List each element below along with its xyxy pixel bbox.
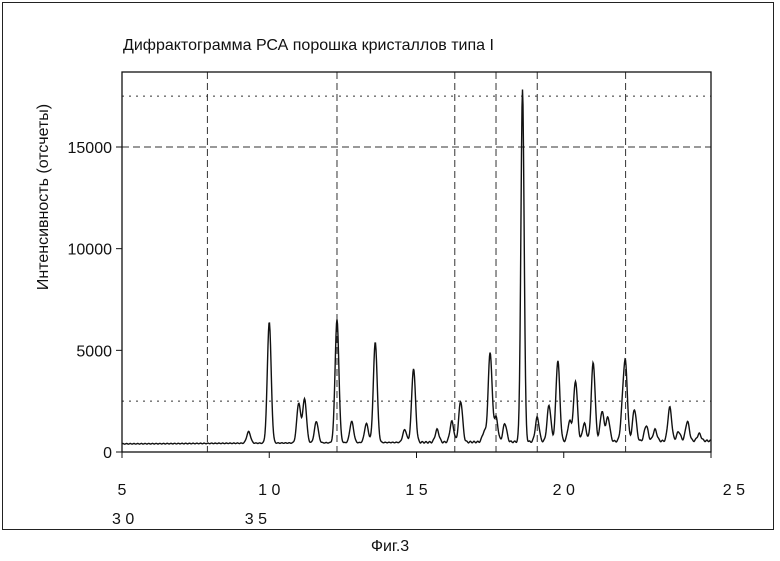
peak-point-30: [633, 408, 635, 410]
figure-caption: Фиг.3: [370, 538, 410, 555]
y-tick-label-0: 0: [103, 445, 112, 462]
grid-lines: [122, 72, 711, 452]
peak-point-16: [495, 416, 497, 418]
peak-point-24: [583, 422, 585, 424]
peak-point-13: [459, 400, 461, 402]
y-tick-label-3: 15000: [68, 140, 113, 157]
peak-point-7: [365, 422, 367, 424]
peak-point-26: [601, 410, 603, 412]
peak-point-6: [351, 420, 353, 422]
xrd-chart: Дифрактограмма РСА порошка кристаллов ти…: [35, 37, 746, 528]
peak-point-17: [504, 422, 506, 424]
peak-point-22: [568, 420, 570, 422]
plot-area-frame: [121, 71, 712, 453]
peak-point-0: [247, 430, 249, 432]
peak-point-2: [298, 402, 300, 404]
x-tick-label-1: 1 0: [258, 482, 280, 499]
chart-title: Дифрактограмма РСА порошка кристаллов ти…: [123, 37, 494, 54]
peak-point-9: [404, 428, 406, 430]
peak-point-12: [451, 420, 453, 422]
peak-point-5: [336, 319, 338, 321]
peak-point-4: [315, 420, 317, 422]
x-tick-label-0: 5: [118, 482, 127, 499]
x-tick-label-4: 2 5: [723, 482, 745, 499]
peak-point-32: [654, 428, 656, 430]
x-tick-label-row2-1: 3 5: [245, 511, 267, 528]
peak-point-14: [483, 430, 485, 432]
peak-point-18: [521, 89, 523, 91]
peak-point-35: [686, 420, 688, 422]
peak-point-8: [374, 341, 376, 343]
peak-point-15: [489, 351, 491, 353]
y-axis-label: Интенсивность (отсчеты): [35, 104, 52, 290]
peak-point-27: [607, 416, 609, 418]
peak-point-31: [645, 424, 647, 426]
x-tick-label-2: 1 5: [405, 482, 427, 499]
y-tick-label-2: 10000: [68, 242, 113, 259]
peak-point-33: [669, 406, 671, 408]
peak-point-19: [536, 416, 538, 418]
peak-point-3: [303, 398, 305, 400]
peak-point-23: [574, 380, 576, 382]
series-layer: [121, 89, 712, 445]
peak-point-1: [268, 321, 270, 323]
peak-point-34: [677, 430, 679, 432]
peak-point-28: [621, 410, 623, 412]
diffraction-trace: [121, 89, 712, 445]
peak-point-29: [624, 369, 626, 371]
x-tick-label-row2-0: 3 0: [112, 511, 134, 528]
peak-point-25: [592, 361, 594, 363]
y-tick-label-1: 5000: [76, 343, 112, 360]
peak-point-20: [548, 404, 550, 406]
peak-point-21: [557, 359, 559, 361]
peak-point-11: [436, 428, 438, 430]
peak-point-36: [698, 433, 700, 435]
x-tick-label-3: 2 0: [553, 482, 575, 499]
axis-ticks: 0 5000 10000 15000 5 1 0 1 5 2 0 2 5 3 0 3 5: [68, 140, 746, 528]
peak-point-10: [412, 367, 414, 369]
figure-frame: [2, 2, 774, 530]
